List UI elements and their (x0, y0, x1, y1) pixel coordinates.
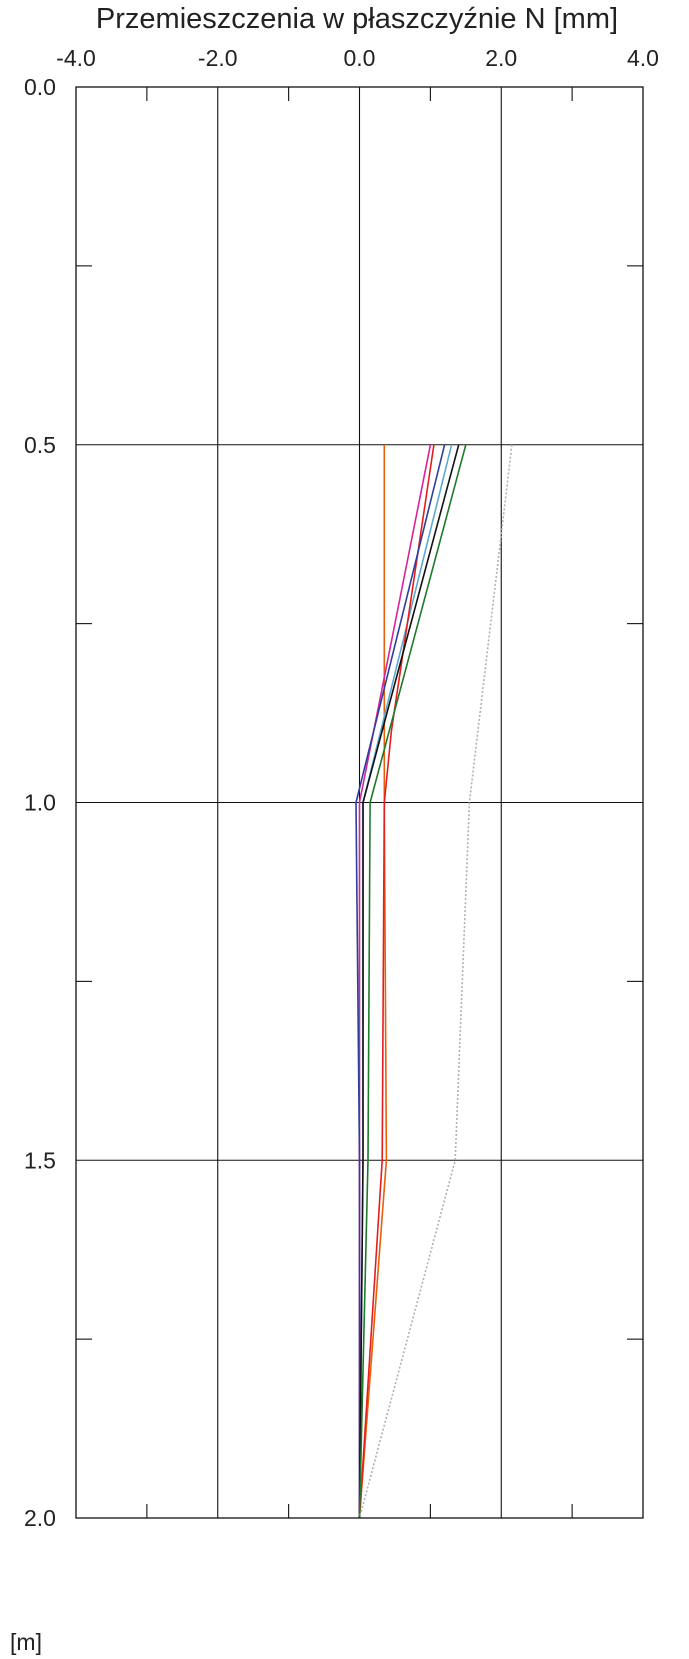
x-tick-label: 4.0 (627, 45, 659, 71)
plot-frame (75, 86, 644, 1519)
series-line-5 (355, 444, 446, 1518)
x-tick-label: 2.0 (485, 45, 517, 71)
series-line-4 (358, 444, 435, 1519)
axis-ticks (76, 87, 643, 1518)
series-line-7 (358, 444, 467, 1519)
y-tick-label: 0.5 (24, 432, 56, 458)
y-tick-label: 2.0 (24, 1505, 56, 1531)
series-line-8 (358, 444, 513, 1519)
x-tick-label: -4.0 (56, 45, 96, 71)
y-tick-label: 1.5 (24, 1147, 56, 1173)
y-axis-tick-labels: 0.0 0.5 1.0 1.5 2.0 (24, 74, 56, 1531)
x-tick-label: 0.0 (344, 45, 376, 71)
series-lines (355, 444, 513, 1519)
y-axis-unit-label: [m] (10, 1629, 42, 1655)
y-tick-label: 1.0 (24, 790, 56, 816)
x-tick-label: -2.0 (198, 45, 238, 71)
series-line-6 (358, 444, 460, 1519)
chart-title: Przemieszczenia w płaszczyźnie N [mm] (96, 3, 618, 35)
x-axis-tick-labels: -4.0 -2.0 0.0 2.0 4.0 (56, 45, 659, 71)
y-tick-label: 0.0 (24, 74, 56, 100)
